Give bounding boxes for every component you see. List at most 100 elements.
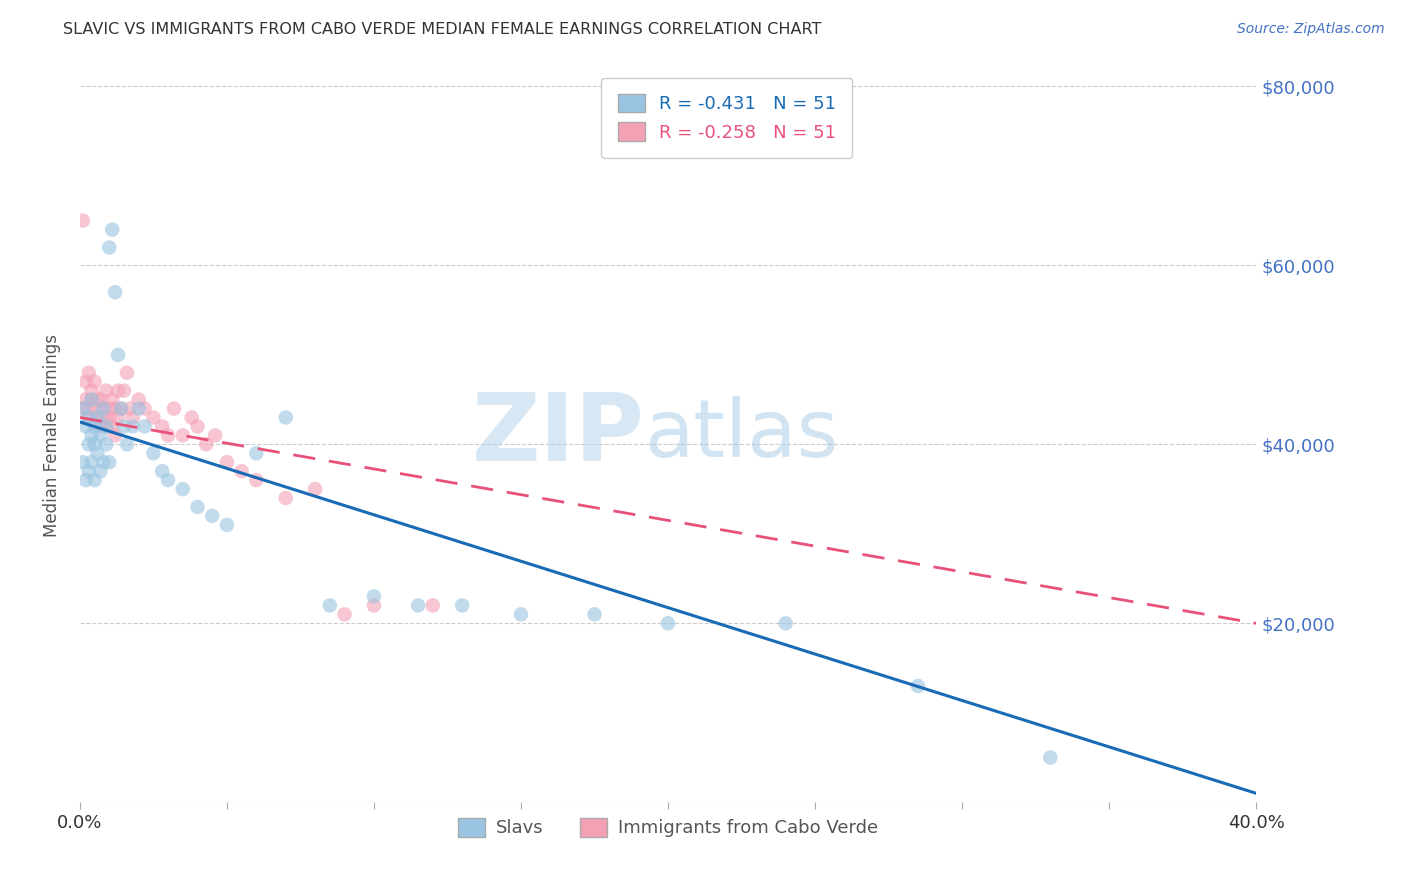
Point bbox=[96, 419, 118, 434]
Point bbox=[96, 419, 118, 434]
Point bbox=[142, 446, 165, 460]
Point bbox=[186, 500, 208, 514]
Point bbox=[89, 392, 111, 407]
Point bbox=[98, 240, 121, 254]
Point bbox=[121, 410, 143, 425]
Point bbox=[83, 419, 105, 434]
Point bbox=[121, 419, 143, 434]
Point bbox=[98, 410, 121, 425]
Point bbox=[96, 437, 118, 451]
Text: atlas: atlas bbox=[644, 396, 839, 475]
Point bbox=[93, 401, 115, 416]
Point bbox=[657, 616, 679, 631]
Point bbox=[510, 607, 533, 622]
Point bbox=[245, 473, 267, 487]
Point bbox=[93, 455, 115, 469]
Point bbox=[72, 401, 94, 416]
Point bbox=[93, 401, 115, 416]
Point bbox=[80, 384, 103, 398]
Point bbox=[231, 464, 253, 478]
Point bbox=[201, 508, 224, 523]
Point bbox=[115, 437, 138, 451]
Point bbox=[157, 473, 180, 487]
Point bbox=[150, 419, 173, 434]
Point bbox=[245, 446, 267, 460]
Point bbox=[86, 410, 108, 425]
Point bbox=[75, 375, 97, 389]
Point bbox=[583, 607, 606, 622]
Point bbox=[274, 410, 297, 425]
Point bbox=[101, 419, 124, 434]
Point bbox=[1039, 750, 1062, 764]
Point bbox=[115, 366, 138, 380]
Point bbox=[134, 419, 156, 434]
Legend: Slavs, Immigrants from Cabo Verde: Slavs, Immigrants from Cabo Verde bbox=[451, 811, 886, 845]
Point bbox=[142, 410, 165, 425]
Text: SLAVIC VS IMMIGRANTS FROM CABO VERDE MEDIAN FEMALE EARNINGS CORRELATION CHART: SLAVIC VS IMMIGRANTS FROM CABO VERDE MED… bbox=[63, 22, 821, 37]
Text: ZIP: ZIP bbox=[471, 390, 644, 482]
Point bbox=[96, 384, 118, 398]
Point bbox=[215, 455, 238, 469]
Point bbox=[75, 473, 97, 487]
Point bbox=[77, 437, 100, 451]
Point bbox=[89, 464, 111, 478]
Point bbox=[77, 464, 100, 478]
Point bbox=[80, 392, 103, 407]
Point bbox=[77, 410, 100, 425]
Point bbox=[83, 401, 105, 416]
Point bbox=[101, 222, 124, 236]
Point bbox=[274, 491, 297, 505]
Point bbox=[83, 375, 105, 389]
Point bbox=[80, 455, 103, 469]
Point bbox=[363, 590, 385, 604]
Point bbox=[406, 599, 429, 613]
Point bbox=[72, 455, 94, 469]
Point bbox=[101, 392, 124, 407]
Y-axis label: Median Female Earnings: Median Female Earnings bbox=[44, 334, 60, 537]
Point bbox=[86, 446, 108, 460]
Point bbox=[107, 410, 129, 425]
Point bbox=[80, 428, 103, 442]
Point bbox=[112, 384, 135, 398]
Point bbox=[304, 482, 326, 496]
Point bbox=[98, 401, 121, 416]
Point bbox=[77, 401, 100, 416]
Point bbox=[422, 599, 444, 613]
Point bbox=[128, 392, 150, 407]
Point bbox=[89, 428, 111, 442]
Point bbox=[195, 437, 218, 451]
Point bbox=[86, 410, 108, 425]
Point bbox=[98, 455, 121, 469]
Point bbox=[112, 419, 135, 434]
Point bbox=[186, 419, 208, 434]
Point bbox=[775, 616, 797, 631]
Point bbox=[75, 392, 97, 407]
Point bbox=[215, 517, 238, 532]
Point bbox=[128, 401, 150, 416]
Point bbox=[150, 464, 173, 478]
Point bbox=[72, 401, 94, 416]
Point bbox=[451, 599, 474, 613]
Point bbox=[157, 428, 180, 442]
Point bbox=[204, 428, 226, 442]
Point bbox=[104, 428, 127, 442]
Point bbox=[363, 599, 385, 613]
Point bbox=[107, 348, 129, 362]
Point bbox=[110, 401, 132, 416]
Point bbox=[333, 607, 356, 622]
Point bbox=[75, 419, 97, 434]
Point bbox=[172, 482, 194, 496]
Point bbox=[163, 401, 186, 416]
Point bbox=[93, 410, 115, 425]
Point bbox=[134, 401, 156, 416]
Point bbox=[180, 410, 202, 425]
Point bbox=[83, 473, 105, 487]
Point bbox=[86, 392, 108, 407]
Point bbox=[89, 419, 111, 434]
Point bbox=[118, 401, 141, 416]
Text: Source: ZipAtlas.com: Source: ZipAtlas.com bbox=[1237, 22, 1385, 37]
Point bbox=[77, 366, 100, 380]
Point bbox=[107, 384, 129, 398]
Point bbox=[172, 428, 194, 442]
Point bbox=[77, 410, 100, 425]
